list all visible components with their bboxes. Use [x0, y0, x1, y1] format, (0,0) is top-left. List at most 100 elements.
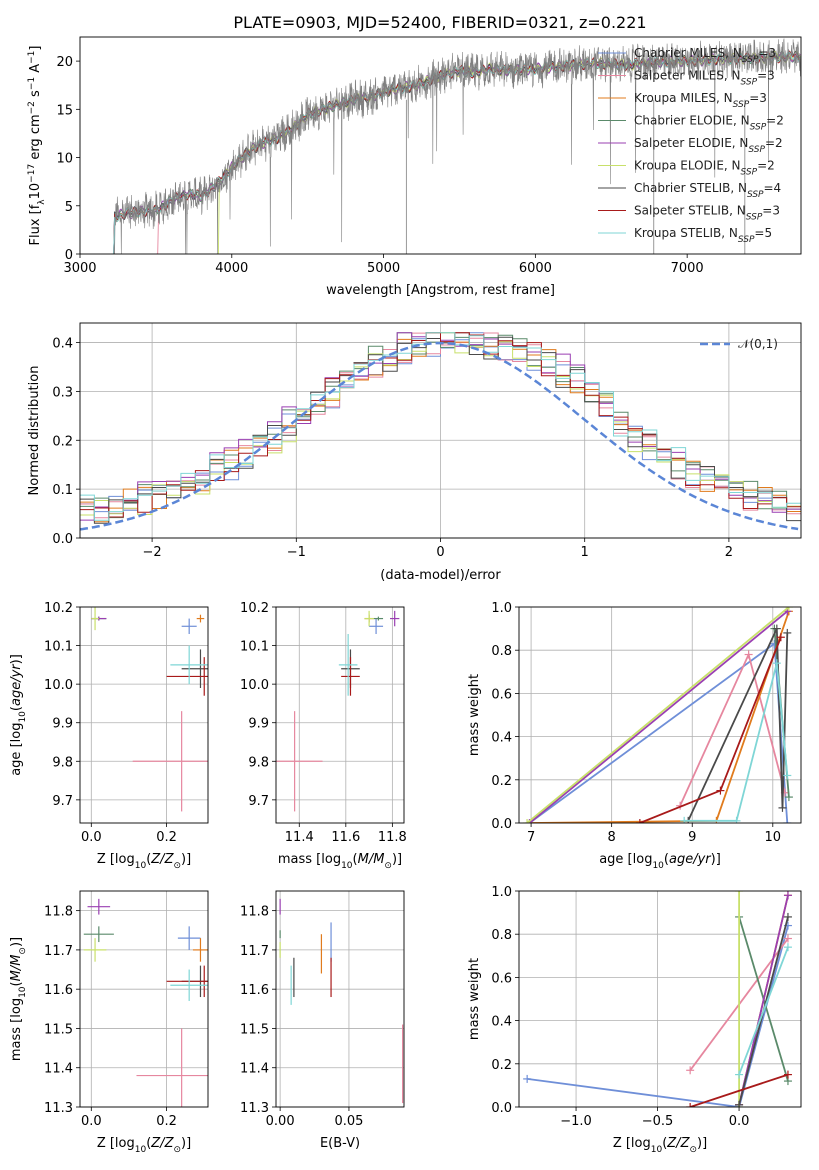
tick-label-y: 11.4 [240, 1062, 269, 1077]
tick-label-y: 9.8 [52, 755, 73, 770]
tick-label-y: 11.3 [44, 1101, 73, 1116]
tick-label-y: 11.3 [240, 1101, 269, 1116]
y-axis-label: Normed distribution [27, 366, 42, 496]
errorbar-point [132, 711, 208, 812]
histogram-series [80, 332, 801, 518]
x-axis-label: Z [log10(Z/Z⊙)] [97, 1136, 191, 1155]
weight-series-line [528, 610, 788, 823]
tick-label-y: 0.2 [491, 1058, 512, 1073]
tick-label-y: 0.8 [491, 928, 512, 943]
tick-label-y: 11.5 [44, 1022, 73, 1037]
errorbar-point [83, 926, 114, 943]
x-axis-label: E(B-V) [320, 1136, 360, 1151]
legend-entry: Chabrier STELIB, NSSP=4 [634, 181, 781, 200]
legend-entry: Chabrier MILES, NSSP=3 [634, 46, 776, 65]
legend-entry: Kroupa ELODIE, NSSP=2 [634, 159, 775, 178]
errorbar-point [338, 634, 358, 696]
plot-area [111, 38, 801, 254]
legend: Chabrier MILES, NSSP=3 Salpeter MILES, NS… [598, 46, 784, 245]
plot-area [523, 607, 793, 823]
tick-label-y: 11.6 [240, 983, 269, 998]
errorbar-point [181, 618, 197, 634]
tick-label-x: 0.0 [81, 830, 102, 845]
x-axis-label: age [log10(age/yr)] [599, 852, 721, 871]
y-axis-label: mass weight [467, 674, 482, 756]
tick-label-x: 0.00 [266, 1114, 295, 1129]
tick-label-x: 7000 [671, 261, 704, 276]
tick-label-y: 0.6 [491, 687, 512, 702]
tick-label-y: 0.1 [52, 483, 73, 498]
tick-label-x: 8 [608, 830, 616, 845]
legend-entry: Kroupa STELIB, NSSP=5 [634, 226, 772, 245]
tick-label-x: 3000 [63, 261, 96, 276]
panel-spectrum: 3000 4000 5000 6000 7000 0 5 10 15 20 wavelength [… [27, 36, 802, 298]
tick-label-y: 0.4 [491, 731, 512, 746]
tick-label-x: 9 [688, 830, 696, 845]
tick-label-y: 15 [56, 103, 73, 118]
errorbar-point [136, 1028, 208, 1107]
tick-label-x: 11.4 [285, 830, 314, 845]
errorbar-point [83, 938, 107, 962]
tick-label-y: 10.0 [44, 678, 73, 693]
tick-label-x: 7 [527, 830, 535, 845]
axes-frame [275, 606, 405, 824]
tick-label-x: 6000 [519, 261, 552, 276]
tick-label-y: 11.7 [44, 944, 73, 959]
weight-series-line [526, 607, 790, 823]
errorbar-point [166, 965, 208, 998]
x-axis-label: Z [log10(Z/Z⊙)] [97, 852, 191, 871]
errorbar-point [390, 610, 400, 627]
x-axis-label: mass [log10(M/M⊙)] [278, 852, 402, 871]
weight-series-line [527, 925, 789, 1107]
errorbar-point [91, 607, 99, 631]
weight-series-line [528, 642, 789, 823]
tick-label-y: 11.4 [44, 1062, 73, 1077]
tick-label-y: 9.9 [52, 717, 73, 732]
tick-label-y: 0.8 [491, 644, 512, 659]
legend-entry: Kroupa MILES, NSSP=3 [634, 91, 767, 110]
plot-area [279, 898, 404, 1104]
tick-label-x: 2 [725, 545, 733, 560]
legend-entry: Salpeter STELIB, NSSP=3 [634, 204, 780, 223]
histogram-series [80, 332, 801, 521]
tick-label-x: 5000 [367, 261, 400, 276]
y-axis-label: mass weight [467, 958, 482, 1040]
errorbar-point [87, 898, 111, 915]
errorbar-point [364, 610, 374, 627]
errorbar-point [177, 926, 201, 950]
y-axis-label: age [log10(age/yr)] [9, 654, 28, 776]
tick-label-y: 10.1 [240, 640, 269, 655]
tick-label-y: 0.0 [491, 1101, 512, 1116]
legend-entry: Chabrier ELODIE, NSSP=2 [634, 114, 784, 133]
normal-reference-curve [80, 341, 799, 531]
tick-label-y: 9.9 [248, 717, 269, 732]
tick-label-x: 0.2 [156, 830, 177, 845]
observed-spectrum [111, 38, 801, 254]
plot-area [523, 891, 792, 1107]
tick-label-y: 20 [56, 55, 73, 70]
tick-label-y: 9.7 [52, 794, 73, 809]
tick-label-x: 11.6 [331, 830, 360, 845]
tick-label-y: 5 [65, 200, 73, 215]
y-axis-label: Flux [fλ10−17 erg cm−2 s−1 A−1] [27, 46, 47, 246]
weight-series-line [738, 946, 789, 1075]
weight-series-line [684, 662, 789, 822]
model-line [111, 52, 801, 254]
tick-label-x: 0.0 [729, 1114, 750, 1129]
x-axis-label: (data-model)/error [380, 568, 501, 583]
tick-label-y: 10.2 [44, 601, 73, 616]
legend-entry: 𝒩(0,1) [738, 337, 778, 351]
tick-label-x: 4000 [215, 261, 248, 276]
weight-series-line [738, 895, 789, 1106]
tick-label-y: 10.1 [44, 640, 73, 655]
errorbar-point [373, 616, 384, 621]
figure-title: PLATE=0903, MJD=52400, FIBERID=0321, z=0… [233, 13, 646, 32]
errorbar-point [181, 649, 208, 688]
weight-series-line [679, 651, 786, 807]
tick-label-x: −2 [143, 545, 162, 560]
tick-label-y: 0.4 [491, 1015, 512, 1030]
panel-weight_vs_Z: −1.0 −0.5 0.0 0.0 0.2 0.4 0.6 0.8 1.0 Z [log10(Z/… [467, 885, 802, 1155]
tick-label-x: 11.8 [378, 830, 407, 845]
tick-label-y: 11.6 [44, 983, 73, 998]
